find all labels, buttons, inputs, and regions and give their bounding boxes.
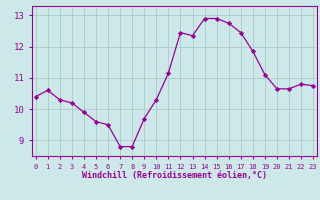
X-axis label: Windchill (Refroidissement éolien,°C): Windchill (Refroidissement éolien,°C)	[82, 171, 267, 180]
